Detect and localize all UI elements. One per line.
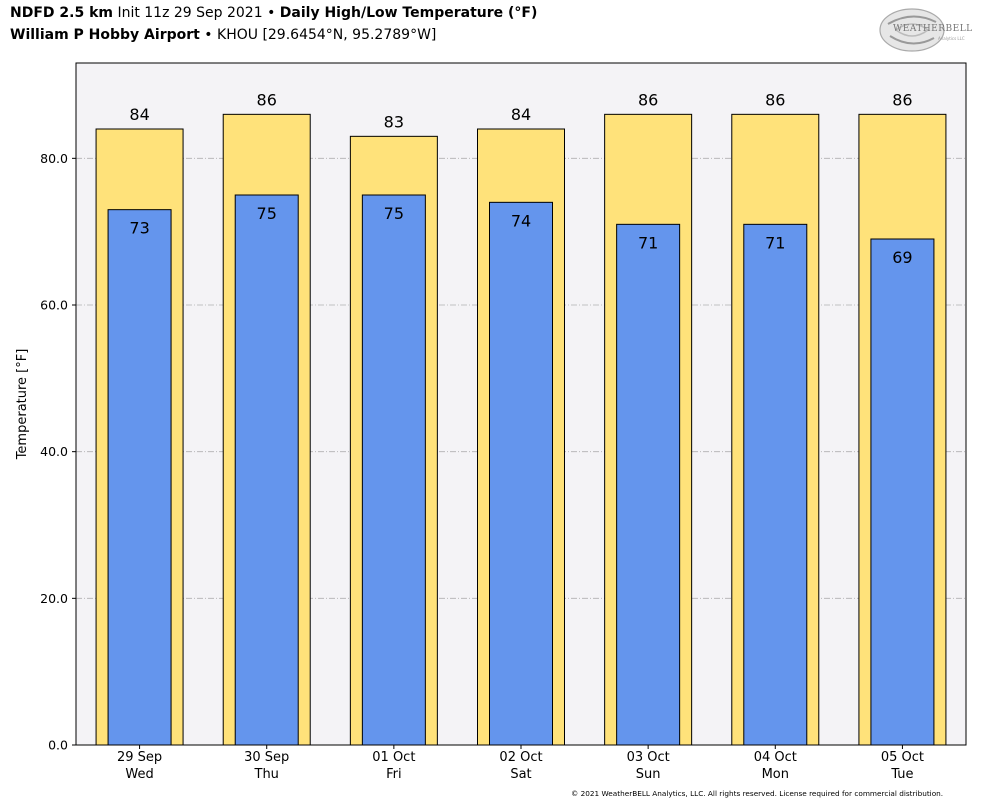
x-tick-label-day: Sun [636, 767, 661, 782]
low-bar [107, 209, 172, 746]
x-tick-label-day: Sat [510, 767, 531, 782]
x-tick-label-day: Thu [254, 767, 279, 782]
low-value-label: 75 [384, 204, 404, 223]
low-value-label: 75 [257, 204, 277, 223]
chart-title: Daily High/Low Temperature (°F) [279, 5, 538, 21]
low-bar [234, 194, 299, 746]
header-line-1: NDFD 2.5 km Init 11z 29 Sep 2021 • Daily… [10, 5, 537, 21]
low-value-label: 73 [129, 219, 149, 238]
y-tick-label: 0.0 [48, 738, 68, 753]
station-name: William P Hobby Airport [10, 27, 200, 43]
low-value-label: 69 [892, 248, 912, 267]
header-line-2: William P Hobby Airport • KHOU [29.6454°… [10, 27, 436, 43]
logo-subtext: Analytics LLC [938, 36, 965, 41]
low-value-label: 74 [511, 211, 531, 230]
station-location: KHOU [29.6454°N, 95.2789°W] [217, 27, 437, 43]
x-tick-label-day: Tue [890, 767, 913, 782]
x-tick-label-day: Fri [386, 767, 402, 782]
logo-wordmark: WEATHERBELL [893, 24, 973, 34]
high-value-label: 86 [892, 90, 912, 109]
high-value-label: 84 [511, 105, 531, 124]
y-tick-label: 80.0 [40, 151, 68, 166]
low-bar [870, 238, 935, 746]
low-bar [489, 201, 553, 746]
high-value-label: 86 [638, 90, 658, 109]
x-tick-label-date: 29 Sep [117, 750, 162, 765]
y-tick-label: 40.0 [40, 444, 68, 459]
x-tick-label-date: 05 Oct [881, 750, 924, 765]
y-tick-label: 60.0 [40, 298, 68, 313]
low-value-label: 71 [765, 233, 785, 252]
low-bar [361, 194, 426, 746]
plot-frame [75, 62, 967, 746]
x-tick-label-date: 01 Oct [372, 750, 415, 765]
high-value-label: 86 [765, 90, 785, 109]
x-tick-label-day: Wed [125, 767, 153, 782]
y-tick-label: 20.0 [40, 591, 68, 606]
high-value-label: 84 [129, 105, 149, 124]
product-name: NDFD 2.5 km [10, 5, 113, 21]
low-bar [616, 223, 681, 746]
x-tick-label-date: 02 Oct [499, 750, 542, 765]
y-axis-label: Temperature [°F] [15, 349, 30, 461]
init-time: Init 11z 29 Sep 2021 [117, 5, 263, 21]
high-value-label: 86 [257, 90, 277, 109]
x-tick-label-date: 30 Sep [244, 750, 289, 765]
copyright-footer: © 2021 WeatherBELL Analytics, LLC. All r… [571, 789, 944, 798]
low-value-label: 71 [638, 233, 658, 252]
x-tick-label-date: 03 Oct [627, 750, 670, 765]
x-tick-label-day: Mon [762, 767, 789, 782]
separator-dot: • [204, 27, 213, 43]
separator-dot: • [267, 5, 276, 21]
x-tick-label-date: 04 Oct [754, 750, 797, 765]
weatherbell-logo [879, 8, 945, 52]
low-bar [743, 223, 808, 746]
high-value-label: 83 [384, 112, 404, 131]
